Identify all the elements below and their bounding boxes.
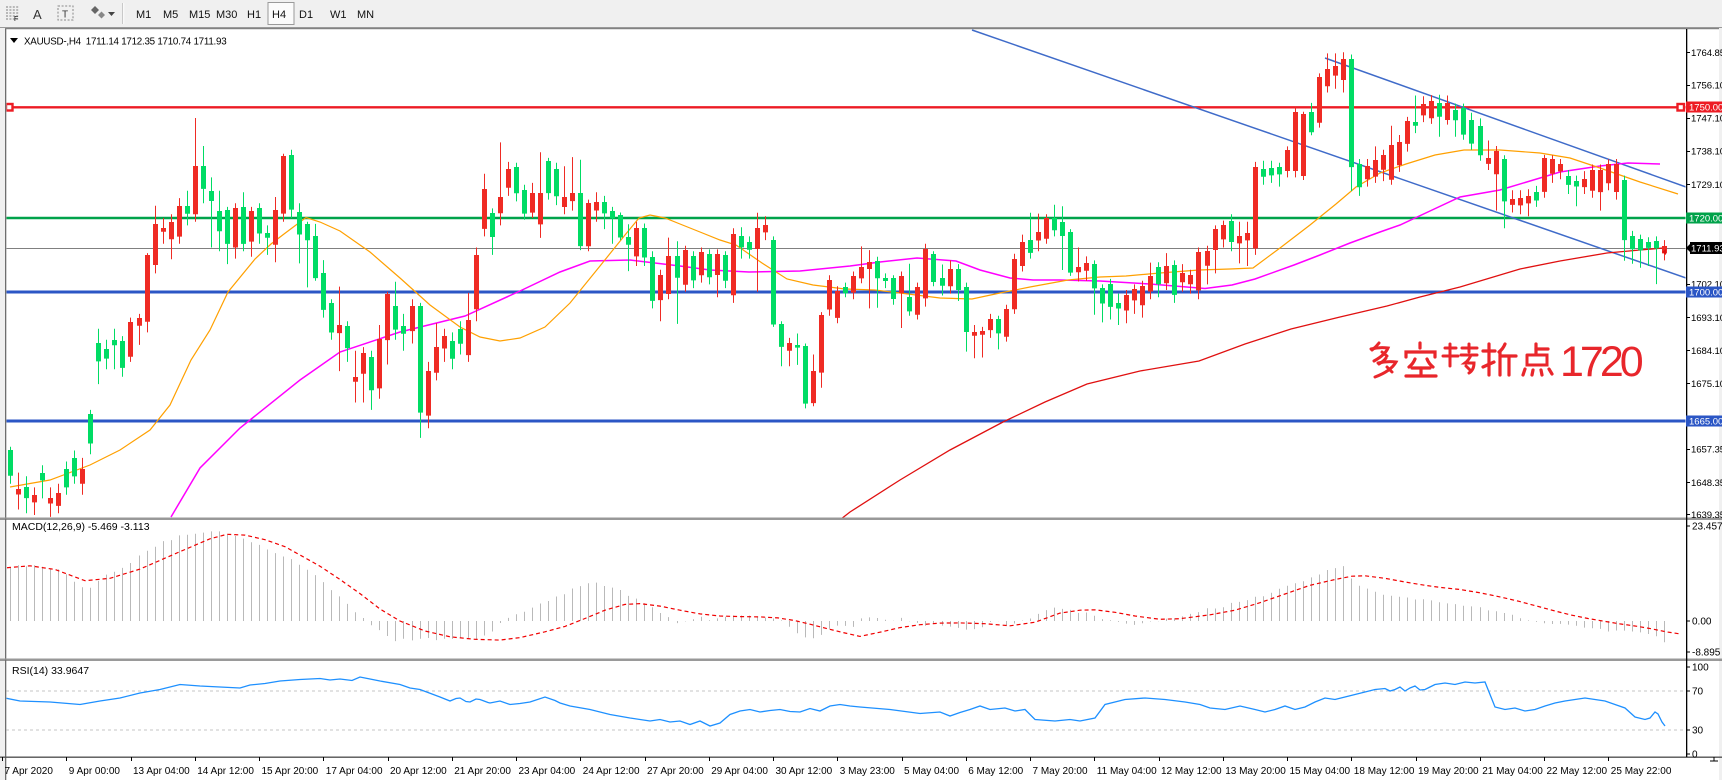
svg-text:1720.00: 1720.00 bbox=[1689, 214, 1722, 225]
svg-text:30 Apr 12:00: 30 Apr 12:00 bbox=[776, 766, 833, 777]
svg-text:100: 100 bbox=[1692, 663, 1709, 674]
svg-text:18 May 12:00: 18 May 12:00 bbox=[1354, 766, 1415, 777]
svg-text:29 Apr 04:00: 29 Apr 04:00 bbox=[711, 766, 768, 777]
svg-text:-8.895: -8.895 bbox=[1692, 648, 1721, 659]
svg-text:RSI(14) 33.9647: RSI(14) 33.9647 bbox=[12, 665, 89, 677]
svg-text:MN: MN bbox=[357, 9, 374, 21]
svg-text:11 May 04:00: 11 May 04:00 bbox=[1097, 766, 1157, 777]
svg-text:15 May 04:00: 15 May 04:00 bbox=[1290, 766, 1351, 777]
svg-text:23.457: 23.457 bbox=[1692, 522, 1722, 533]
svg-text:1750.00: 1750.00 bbox=[1689, 103, 1722, 114]
svg-text:22 May 12:00: 22 May 12:00 bbox=[1547, 766, 1608, 777]
svg-text:19 May 20:00: 19 May 20:00 bbox=[1418, 766, 1479, 777]
svg-text:W1: W1 bbox=[330, 9, 347, 21]
svg-text:1693.10: 1693.10 bbox=[1691, 313, 1722, 324]
svg-text:1648.35: 1648.35 bbox=[1691, 478, 1722, 489]
svg-text:7 Apr 2020: 7 Apr 2020 bbox=[5, 766, 54, 777]
svg-text:3 May 23:00: 3 May 23:00 bbox=[840, 766, 895, 777]
svg-text:1764.85: 1764.85 bbox=[1691, 48, 1722, 59]
svg-text:0: 0 bbox=[1692, 750, 1698, 761]
svg-text:F: F bbox=[14, 16, 18, 23]
svg-text:12 May 12:00: 12 May 12:00 bbox=[1161, 766, 1222, 777]
svg-text:1639.35: 1639.35 bbox=[1691, 510, 1722, 521]
svg-text:1675.10: 1675.10 bbox=[1691, 379, 1722, 390]
svg-text:13 Apr 04:00: 13 Apr 04:00 bbox=[133, 766, 190, 777]
svg-text:17 Apr 04:00: 17 Apr 04:00 bbox=[326, 766, 383, 777]
svg-text:1684.10: 1684.10 bbox=[1691, 346, 1722, 357]
svg-text:9 Apr 00:00: 9 Apr 00:00 bbox=[69, 766, 121, 777]
svg-text:0.00: 0.00 bbox=[1692, 617, 1712, 628]
svg-text:6 May 12:00: 6 May 12:00 bbox=[968, 766, 1023, 777]
svg-text:7 May 20:00: 7 May 20:00 bbox=[1033, 766, 1088, 777]
svg-text:M5: M5 bbox=[163, 9, 178, 21]
svg-text:MACD(12,26,9) -5.469 -3.113: MACD(12,26,9) -5.469 -3.113 bbox=[12, 521, 150, 533]
svg-text:20 Apr 12:00: 20 Apr 12:00 bbox=[390, 766, 447, 777]
svg-text:1747.10: 1747.10 bbox=[1691, 114, 1722, 125]
svg-text:1756.10: 1756.10 bbox=[1691, 81, 1722, 92]
svg-text:24 Apr 12:00: 24 Apr 12:00 bbox=[583, 766, 640, 777]
svg-text:21 May 04:00: 21 May 04:00 bbox=[1482, 766, 1543, 777]
svg-text:21 Apr 20:00: 21 Apr 20:00 bbox=[454, 766, 511, 777]
svg-text:23 Apr 04:00: 23 Apr 04:00 bbox=[519, 766, 576, 777]
svg-text:M1: M1 bbox=[136, 9, 151, 21]
svg-text:13 May 20:00: 13 May 20:00 bbox=[1225, 766, 1286, 777]
svg-text:15 Apr 20:00: 15 Apr 20:00 bbox=[262, 766, 319, 777]
svg-text:T: T bbox=[62, 10, 68, 21]
svg-text:5 May 04:00: 5 May 04:00 bbox=[904, 766, 959, 777]
svg-text:M30: M30 bbox=[216, 9, 237, 21]
svg-text:1711.93: 1711.93 bbox=[1691, 244, 1722, 255]
svg-text:H1: H1 bbox=[247, 9, 261, 21]
svg-text:70: 70 bbox=[1692, 687, 1704, 698]
svg-text:1729.10: 1729.10 bbox=[1691, 180, 1722, 191]
svg-text:1738.10: 1738.10 bbox=[1691, 147, 1722, 158]
svg-text:A: A bbox=[33, 7, 42, 22]
svg-text:14 Apr 12:00: 14 Apr 12:00 bbox=[197, 766, 254, 777]
svg-text:M15: M15 bbox=[189, 9, 210, 21]
svg-text:1702.10: 1702.10 bbox=[1691, 280, 1722, 291]
svg-text:D1: D1 bbox=[299, 9, 313, 21]
svg-text:XAUUSD-,H4 1711.14 1712.35 17: XAUUSD-,H4 1711.14 1712.35 1710.74 1711.… bbox=[24, 37, 227, 48]
svg-text:25 May 22:00: 25 May 22:00 bbox=[1611, 766, 1672, 777]
svg-text:H4: H4 bbox=[272, 9, 286, 21]
svg-text:30: 30 bbox=[1692, 726, 1704, 737]
svg-text:1720: 1720 bbox=[1560, 338, 1643, 386]
svg-text:1700.00: 1700.00 bbox=[1689, 288, 1722, 299]
svg-text:1657.35: 1657.35 bbox=[1691, 445, 1722, 456]
svg-text:27 Apr 20:00: 27 Apr 20:00 bbox=[647, 766, 704, 777]
svg-text:1665.00: 1665.00 bbox=[1689, 417, 1722, 428]
